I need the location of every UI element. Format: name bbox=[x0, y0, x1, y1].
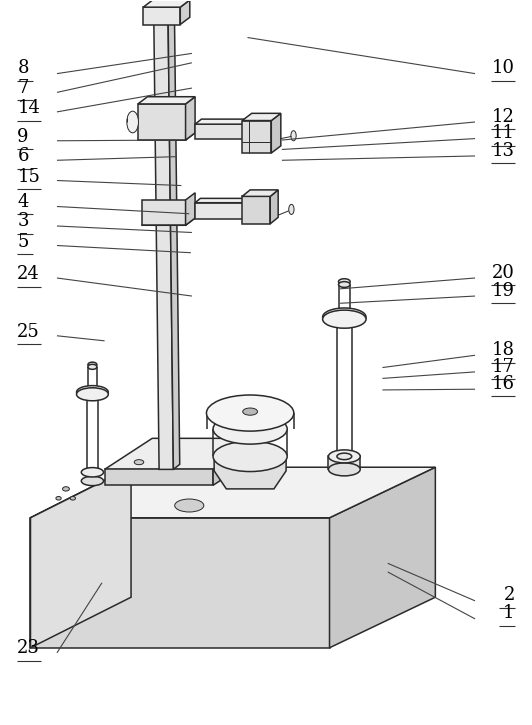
Ellipse shape bbox=[77, 386, 109, 399]
Polygon shape bbox=[186, 193, 195, 225]
Polygon shape bbox=[142, 200, 186, 225]
Polygon shape bbox=[138, 96, 195, 104]
Ellipse shape bbox=[81, 476, 104, 486]
Polygon shape bbox=[195, 119, 272, 124]
Text: 23: 23 bbox=[17, 639, 40, 657]
Polygon shape bbox=[195, 199, 271, 203]
Polygon shape bbox=[30, 467, 131, 647]
Polygon shape bbox=[180, 0, 190, 25]
Ellipse shape bbox=[213, 414, 287, 444]
Polygon shape bbox=[143, 0, 190, 7]
Polygon shape bbox=[154, 20, 173, 469]
Ellipse shape bbox=[174, 499, 204, 512]
Polygon shape bbox=[105, 439, 261, 469]
Polygon shape bbox=[270, 190, 278, 224]
Text: 8: 8 bbox=[17, 59, 29, 78]
Polygon shape bbox=[142, 218, 195, 225]
Polygon shape bbox=[168, 14, 180, 469]
Ellipse shape bbox=[213, 442, 287, 471]
Polygon shape bbox=[195, 203, 266, 219]
Text: 7: 7 bbox=[17, 79, 29, 96]
Ellipse shape bbox=[56, 497, 61, 500]
Ellipse shape bbox=[291, 130, 296, 141]
Ellipse shape bbox=[127, 111, 138, 133]
Polygon shape bbox=[105, 469, 213, 485]
Ellipse shape bbox=[322, 308, 366, 326]
Text: 12: 12 bbox=[492, 107, 515, 125]
Polygon shape bbox=[328, 457, 360, 469]
Ellipse shape bbox=[88, 364, 97, 369]
Polygon shape bbox=[242, 196, 270, 224]
Text: 11: 11 bbox=[492, 124, 515, 142]
Polygon shape bbox=[138, 133, 195, 140]
Polygon shape bbox=[138, 104, 186, 140]
Text: 3: 3 bbox=[17, 212, 29, 231]
Text: 18: 18 bbox=[492, 341, 515, 359]
Ellipse shape bbox=[206, 395, 294, 431]
Text: 1: 1 bbox=[503, 605, 515, 623]
Ellipse shape bbox=[289, 204, 294, 215]
Text: 14: 14 bbox=[17, 99, 40, 117]
Text: 16: 16 bbox=[492, 375, 515, 393]
Polygon shape bbox=[329, 467, 435, 647]
Ellipse shape bbox=[134, 460, 144, 465]
Text: 25: 25 bbox=[17, 323, 40, 341]
Text: 10: 10 bbox=[492, 59, 515, 78]
Ellipse shape bbox=[337, 453, 352, 460]
Text: 13: 13 bbox=[492, 141, 515, 160]
Text: 9: 9 bbox=[17, 128, 29, 146]
Polygon shape bbox=[242, 120, 271, 153]
Text: 17: 17 bbox=[492, 357, 515, 376]
Polygon shape bbox=[214, 457, 286, 489]
Ellipse shape bbox=[243, 408, 257, 415]
Ellipse shape bbox=[88, 362, 97, 367]
Text: 24: 24 bbox=[17, 265, 40, 283]
Ellipse shape bbox=[338, 281, 350, 287]
Text: 15: 15 bbox=[17, 167, 40, 186]
Polygon shape bbox=[195, 124, 266, 138]
Ellipse shape bbox=[81, 468, 104, 477]
Ellipse shape bbox=[70, 497, 76, 500]
Polygon shape bbox=[30, 467, 131, 647]
Text: 6: 6 bbox=[17, 147, 29, 165]
Polygon shape bbox=[242, 113, 281, 120]
Text: 19: 19 bbox=[492, 282, 515, 299]
Polygon shape bbox=[242, 190, 278, 196]
Ellipse shape bbox=[328, 450, 360, 463]
Text: 20: 20 bbox=[492, 264, 515, 281]
Text: 2: 2 bbox=[503, 587, 515, 605]
Polygon shape bbox=[30, 467, 435, 518]
Text: 5: 5 bbox=[17, 233, 29, 251]
Ellipse shape bbox=[338, 278, 350, 284]
Ellipse shape bbox=[322, 310, 366, 328]
Ellipse shape bbox=[63, 486, 69, 491]
Polygon shape bbox=[271, 113, 281, 153]
Text: 4: 4 bbox=[17, 193, 29, 211]
Polygon shape bbox=[30, 518, 329, 647]
Polygon shape bbox=[143, 7, 180, 25]
Polygon shape bbox=[213, 439, 261, 485]
Polygon shape bbox=[186, 96, 195, 140]
Ellipse shape bbox=[328, 463, 360, 476]
Ellipse shape bbox=[77, 388, 109, 401]
